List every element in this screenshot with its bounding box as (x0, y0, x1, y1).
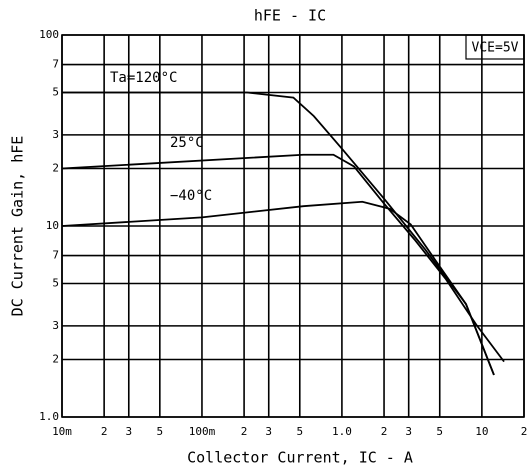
y-axis-label: DC Current Gain, hFE (9, 136, 27, 317)
x-tick-label: 5 (157, 425, 164, 438)
chart-title: hFE - IC (254, 7, 326, 25)
x-tick-label: 3 (125, 425, 132, 438)
y-tick-label: 2 (52, 162, 59, 175)
series-label: −40°C (170, 188, 212, 204)
x-tick-label: 100m (189, 425, 216, 438)
x-tick-label: 2 (521, 425, 528, 438)
x-tick-label: 10 (475, 425, 488, 438)
x-tick-label: 10m (52, 425, 72, 438)
y-tick-label: 3 (52, 128, 59, 141)
x-tick-label: 5 (436, 425, 443, 438)
y-tick-label: 1.0 (39, 410, 59, 423)
series-label: 25°C (170, 135, 204, 151)
annotation-box (465, 34, 525, 60)
y-tick-label: 5 (52, 85, 59, 98)
y-tick-label: 3 (52, 319, 59, 332)
y-tick-label: 5 (52, 276, 59, 289)
x-tick-label: 5 (296, 425, 303, 438)
y-tick-label: 100 (39, 28, 59, 41)
series-label: Ta=120°C (110, 70, 177, 86)
annotation: VCE=5V (472, 41, 519, 56)
y-tick-label: 2 (52, 353, 59, 366)
x-tick-label: 2 (101, 425, 108, 438)
y-tick-label: 7 (52, 58, 59, 71)
x-tick-label: 2 (241, 425, 248, 438)
data-line (61, 200, 495, 376)
y-tick-label: 10 (46, 219, 59, 232)
y-tick-label: 7 (52, 249, 59, 262)
x-tick-label: 3 (405, 425, 412, 438)
data-line (61, 153, 505, 363)
x-tick-label: 3 (265, 425, 272, 438)
x-axis-label: Collector Current, IC - A (187, 449, 413, 467)
x-tick-label: 2 (381, 425, 388, 438)
x-tick-label: 1.0 (332, 425, 352, 438)
